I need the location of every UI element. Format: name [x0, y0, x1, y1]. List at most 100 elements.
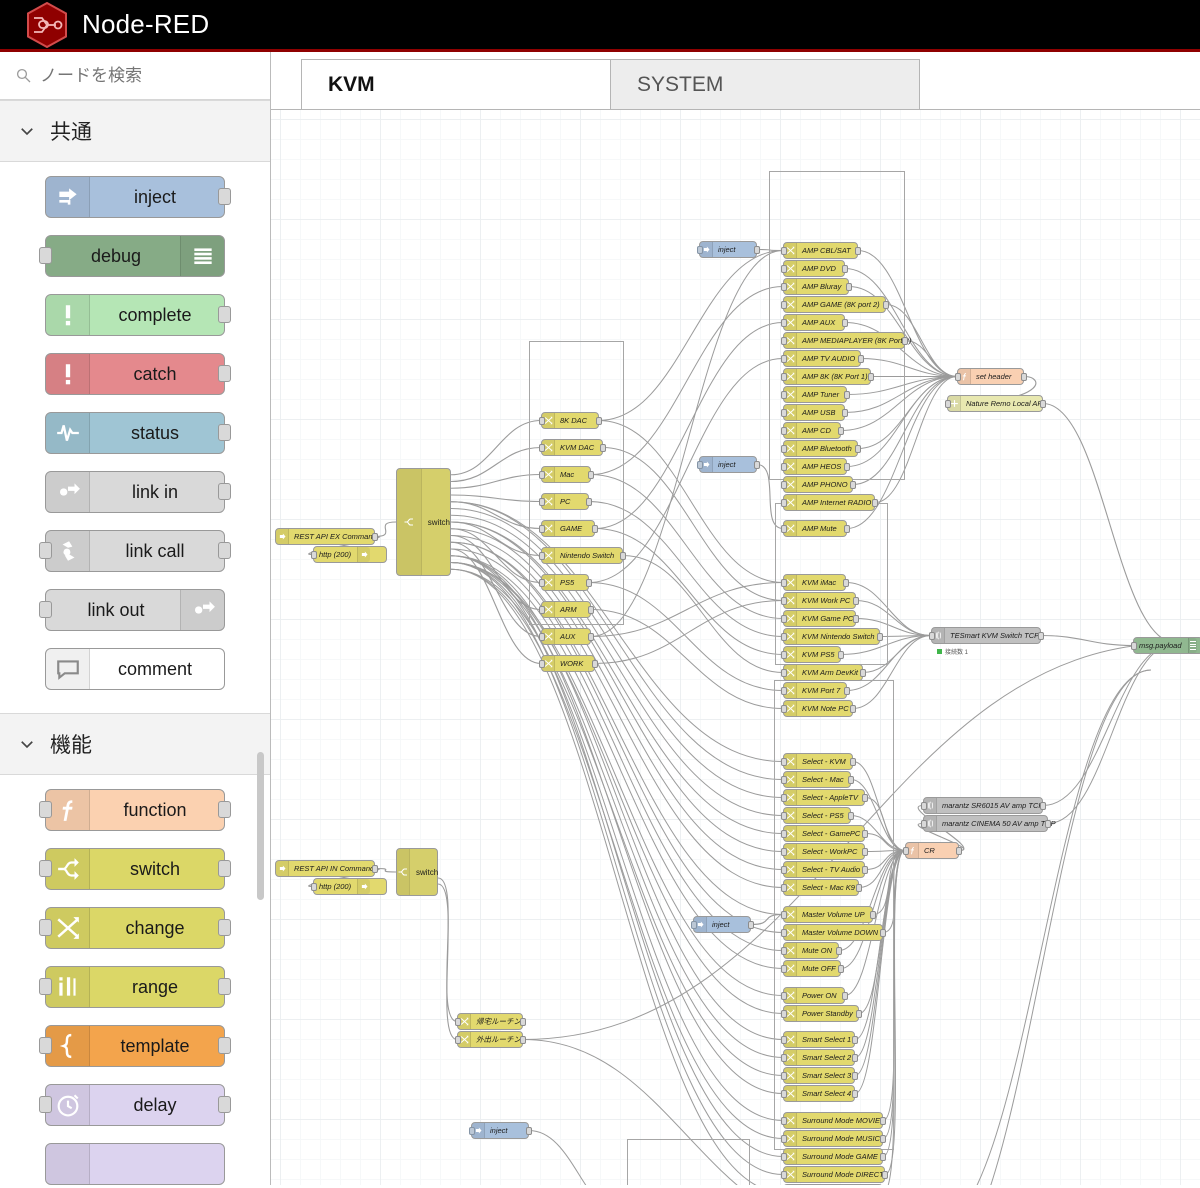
node-input-port[interactable]: [780, 650, 787, 659]
node-out-aux[interactable]: AUX: [538, 628, 594, 645]
node-mute-on[interactable]: Mute ON: [780, 942, 842, 959]
node-inject-amp-2[interactable]: inject: [696, 456, 760, 473]
node-output-port[interactable]: [879, 928, 886, 937]
node-input-port[interactable]: [780, 1009, 787, 1018]
node-input-port[interactable]: [780, 300, 787, 309]
node-surround-game[interactable]: Surround Mode GAME: [780, 1148, 886, 1165]
node-output-port[interactable]: [837, 426, 844, 435]
node-smart-select-2[interactable]: Smart Select 2: [780, 1049, 858, 1066]
node-amp-internet-radio[interactable]: AMP Internet RADIO: [780, 494, 878, 511]
tab-system[interactable]: SYSTEM: [610, 59, 920, 109]
node-input-port[interactable]: [538, 524, 545, 533]
node-input-port[interactable]: [780, 462, 787, 471]
node-kvm-ps5[interactable]: KVM PS5: [780, 646, 844, 663]
node-output-port[interactable]: [861, 793, 868, 802]
node-input-port[interactable]: [310, 550, 317, 559]
node-select-mac[interactable]: Select - Mac: [780, 771, 854, 788]
tab-kvm[interactable]: KVM: [301, 59, 611, 109]
node-output-port[interactable]: [852, 596, 859, 605]
node-input-port[interactable]: [780, 704, 787, 713]
node-input-port[interactable]: [780, 614, 787, 623]
node-kvm-arm-devkit[interactable]: KVM Arm DevKit: [780, 664, 866, 681]
node-output-port[interactable]: [879, 1152, 886, 1161]
node-output-port[interactable]: [851, 1035, 858, 1044]
palette-node-catch[interactable]: catch: [45, 353, 231, 395]
node-input-port[interactable]: [780, 1116, 787, 1125]
node-input-port[interactable]: [780, 480, 787, 489]
node-input-port[interactable]: [780, 928, 787, 937]
node-out-pc[interactable]: PC: [538, 493, 592, 510]
node-input-port[interactable]: [780, 498, 787, 507]
node-output-port[interactable]: [1039, 801, 1046, 810]
node-input-port[interactable]: [780, 1053, 787, 1062]
node-output-port[interactable]: [861, 847, 868, 856]
node-output-port[interactable]: [619, 551, 626, 560]
node-input-port[interactable]: [538, 605, 545, 614]
node-output-port[interactable]: [595, 416, 602, 425]
node-output-port[interactable]: [837, 650, 844, 659]
node-out-kvm-dac[interactable]: KVM DAC: [538, 439, 606, 456]
node-output-port[interactable]: [837, 964, 844, 973]
node-input-port[interactable]: [780, 596, 787, 605]
node-output-port[interactable]: [843, 524, 850, 533]
node-output-port[interactable]: [861, 865, 868, 874]
node-kvm-game-pc[interactable]: KVM Game PC: [780, 610, 859, 627]
node-select-ps5[interactable]: Select - PS5: [780, 807, 854, 824]
node-input-port[interactable]: [902, 846, 909, 855]
palette-node-template[interactable]: template: [39, 1025, 231, 1067]
node-output-port[interactable]: [371, 532, 378, 541]
node-surround-music[interactable]: Surround Mode MUSIC: [780, 1130, 886, 1147]
node-select-kvm[interactable]: Select - KVM: [780, 753, 856, 770]
node-input-port[interactable]: [780, 775, 787, 784]
node-master-volume-up[interactable]: Master Volume UP: [780, 906, 876, 923]
node-surround-direct[interactable]: Surround Mode DIRECT: [780, 1166, 888, 1183]
node-input-port[interactable]: [454, 1035, 461, 1044]
node-input-port[interactable]: [780, 1134, 787, 1143]
node-kvm-imac[interactable]: KVM iMac: [780, 574, 849, 591]
node-kvm-nintendo[interactable]: KVM Nintendo Switch: [780, 628, 883, 645]
node-input-port[interactable]: [780, 264, 787, 273]
node-input-port[interactable]: [310, 882, 317, 891]
node-amp-cbl-sat[interactable]: AMP CBL/SAT: [780, 242, 861, 259]
node-input-port[interactable]: [780, 354, 787, 363]
palette-search-row[interactable]: [0, 52, 270, 100]
node-input-port[interactable]: [780, 1089, 787, 1098]
node-output-port[interactable]: [753, 245, 760, 254]
palette-node-comment[interactable]: comment: [45, 648, 225, 690]
node-input-port[interactable]: [780, 883, 787, 892]
palette-node-link-in[interactable]: link in: [45, 471, 231, 513]
node-input-port[interactable]: [780, 910, 787, 919]
node-input-port[interactable]: [780, 524, 787, 533]
node-out-nintendo[interactable]: Nintendo Switch: [538, 547, 626, 564]
node-out-work[interactable]: WORK: [538, 655, 598, 672]
node-output-port[interactable]: [599, 443, 606, 452]
palette-node-complete[interactable]: complete: [45, 294, 231, 336]
node-cr-function[interactable]: CR: [902, 842, 962, 859]
node-amp-tv-audio[interactable]: AMP TV AUDIO: [780, 350, 864, 367]
inject-button[interactable]: [696, 245, 703, 254]
node-output-port[interactable]: [845, 282, 852, 291]
node-amp-phono[interactable]: AMP PHONO: [780, 476, 856, 493]
node-out-mac[interactable]: Mac: [538, 466, 594, 483]
node-rest-api-ex-command[interactable]: REST API EX Command: [275, 528, 378, 545]
node-power-on[interactable]: Power ON: [780, 987, 848, 1004]
node-output-port[interactable]: [843, 686, 850, 695]
node-nature-remo-api[interactable]: Nature Remo Local API: [944, 395, 1046, 412]
node-select-mac-k9[interactable]: Select - Mac K9: [780, 879, 862, 896]
node-out-arm[interactable]: ARM: [538, 601, 594, 618]
node-input-port[interactable]: [780, 578, 787, 587]
node-output-port[interactable]: [519, 1035, 526, 1044]
node-output-port[interactable]: [841, 264, 848, 273]
node-amp-dvd[interactable]: AMP DVD: [780, 260, 848, 277]
node-output-port[interactable]: [843, 390, 850, 399]
node-output-port[interactable]: [859, 668, 866, 677]
node-surround-auto[interactable]: Surround Mode AUTO: [783, 1184, 883, 1185]
node-kvm-port-7[interactable]: KVM Port 7: [780, 682, 850, 699]
node-inject-mac[interactable]: inject: [468, 1122, 532, 1139]
node-output-port[interactable]: [861, 829, 868, 838]
node-set-header[interactable]: set header: [954, 368, 1027, 385]
node-output-port[interactable]: [841, 318, 848, 327]
palette-node-switch[interactable]: switch: [39, 848, 231, 890]
node-output-port[interactable]: [587, 632, 594, 641]
node-kvm-note-pc[interactable]: KVM Note PC: [780, 700, 856, 717]
